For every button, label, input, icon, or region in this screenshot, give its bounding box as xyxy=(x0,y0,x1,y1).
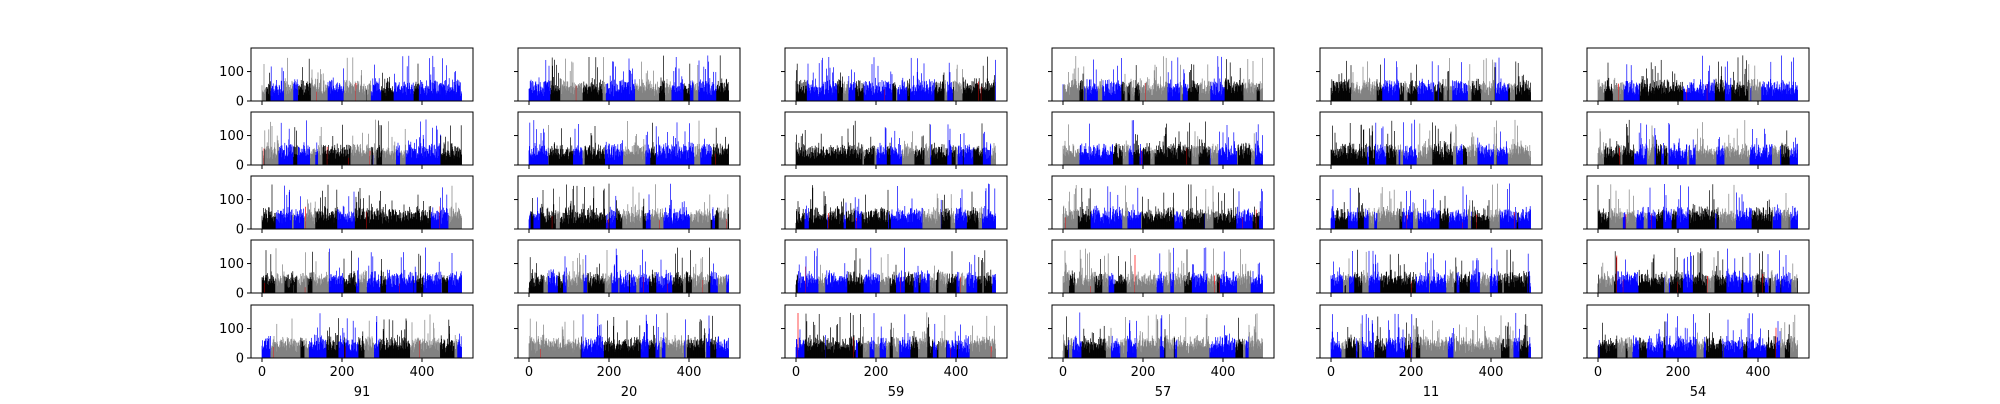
panel-r1-c1: 0 100 xyxy=(219,48,473,110)
y-tick-label: 100 xyxy=(219,65,244,80)
bars xyxy=(529,120,729,165)
bars xyxy=(529,55,729,101)
bars xyxy=(262,56,462,101)
panel-r2-c4 xyxy=(1048,112,1274,169)
panel-r2-c2 xyxy=(514,112,740,169)
panel-r2-c3 xyxy=(781,112,1007,169)
panel-r1-c6 xyxy=(1583,48,1809,105)
bars xyxy=(1063,56,1263,101)
panel-r1-c4 xyxy=(1048,48,1274,105)
panel-r1-c3 xyxy=(781,48,1007,105)
bars xyxy=(262,120,462,165)
bars xyxy=(1063,120,1263,165)
y-tick-label: 0 xyxy=(236,95,244,110)
panel-r1-c5 xyxy=(1316,48,1542,105)
bars xyxy=(796,57,996,101)
y-tick-label: 100 xyxy=(219,129,244,144)
panel-r1-c2 xyxy=(514,48,740,105)
bars xyxy=(796,121,996,165)
bars xyxy=(1331,58,1531,101)
y-tick-label: 0 xyxy=(236,159,244,174)
bars xyxy=(1598,55,1798,101)
panel-r2-c1: 0 100 xyxy=(219,112,473,174)
